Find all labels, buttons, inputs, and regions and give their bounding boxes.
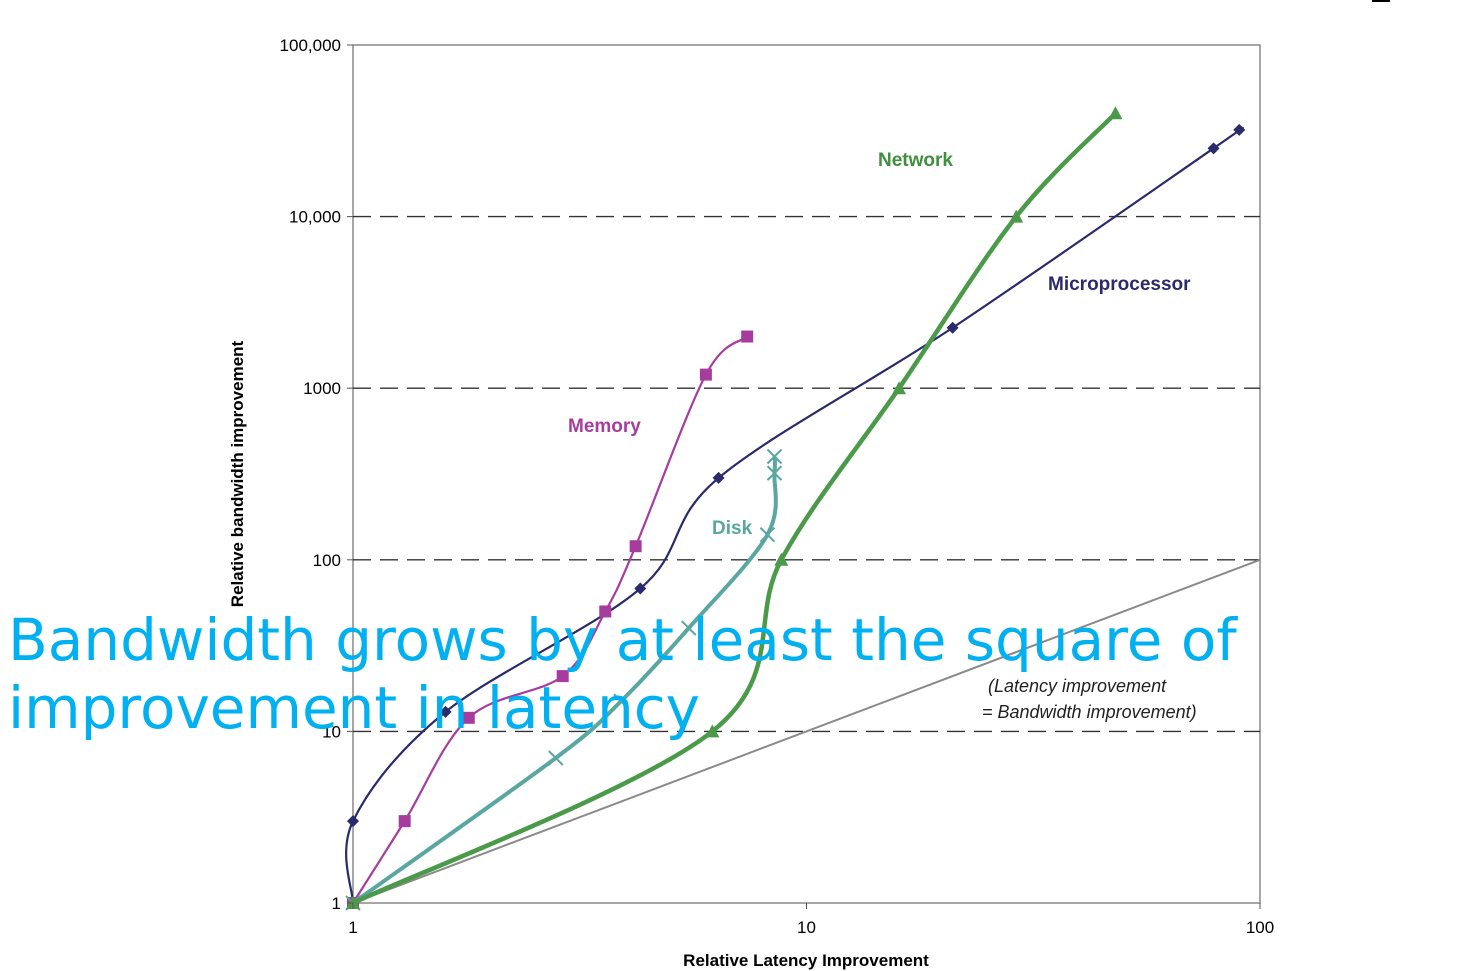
series-microprocessor bbox=[345, 123, 1246, 909]
data-point-microprocessor bbox=[946, 321, 959, 334]
data-point-microprocessor bbox=[1207, 142, 1220, 155]
series-network bbox=[346, 106, 1123, 909]
series-layer bbox=[345, 106, 1246, 911]
reference-line bbox=[352, 558, 1261, 904]
overlay-caption: Bandwidth grows by at least the square o… bbox=[8, 606, 1237, 742]
series-label-network: Network bbox=[878, 150, 953, 171]
x-axis-title: Relative Latency Improvement bbox=[683, 951, 929, 970]
data-point-disk bbox=[759, 527, 776, 543]
gridlines bbox=[353, 215, 1260, 733]
data-point-microprocessor bbox=[347, 815, 359, 828]
y-tick-label: 100 bbox=[313, 551, 341, 570]
plot-area bbox=[352, 44, 1261, 904]
reference-label-line2: = Bandwidth improvement) bbox=[982, 702, 1197, 722]
data-point-memory bbox=[398, 815, 411, 828]
y-tick-label: 1000 bbox=[303, 379, 341, 398]
y-tick-label: 10,000 bbox=[289, 208, 341, 227]
x-axis-ticks: 1 10 100 bbox=[348, 903, 1274, 937]
y-axis-title: Relative bandwidth improvement bbox=[228, 340, 247, 607]
y-tick-label: 1 bbox=[332, 894, 341, 913]
data-point-network bbox=[1108, 106, 1123, 120]
data-point-microprocessor bbox=[712, 471, 725, 484]
data-point-memory bbox=[741, 330, 754, 343]
data-point-memory bbox=[556, 670, 569, 683]
y-tick-label: 100,000 bbox=[280, 36, 341, 55]
series-line-disk bbox=[351, 456, 778, 905]
x-tick-label: 10 bbox=[797, 918, 816, 937]
data-point-network bbox=[705, 724, 720, 738]
data-point-disk bbox=[681, 620, 697, 636]
series-label-memory: Memory bbox=[568, 416, 641, 437]
x-tick-label: 100 bbox=[1246, 918, 1274, 937]
data-point-microprocessor bbox=[634, 582, 647, 595]
data-point-memory bbox=[599, 605, 612, 618]
data-point-microprocessor bbox=[439, 705, 452, 718]
series-line-microprocessor bbox=[345, 126, 1244, 904]
data-point-disk bbox=[613, 693, 629, 709]
reference-label-line1: (Latency improvement bbox=[988, 676, 1167, 696]
data-point-disk bbox=[548, 750, 564, 766]
data-point-network bbox=[1009, 209, 1024, 223]
data-point-memory bbox=[699, 368, 712, 381]
series-line-memory bbox=[352, 335, 748, 904]
corner-mark bbox=[1372, 0, 1390, 2]
data-point-network bbox=[892, 381, 907, 395]
data-point-memory bbox=[629, 540, 642, 553]
y-axis-ticks: 1 10 100 1000 10,000 100,000 bbox=[280, 36, 353, 913]
series-memory bbox=[347, 330, 754, 909]
data-point-memory bbox=[462, 711, 475, 724]
data-point-microprocessor bbox=[1233, 123, 1246, 136]
series-label-microprocessor: Microprocessor bbox=[1048, 274, 1191, 295]
data-point-network bbox=[774, 552, 789, 566]
data-point-disk bbox=[766, 465, 783, 481]
series-label-disk: Disk bbox=[712, 518, 753, 539]
data-point-disk bbox=[766, 448, 783, 465]
y-tick-label: 10 bbox=[322, 722, 341, 741]
x-tick-label: 1 bbox=[348, 918, 357, 937]
